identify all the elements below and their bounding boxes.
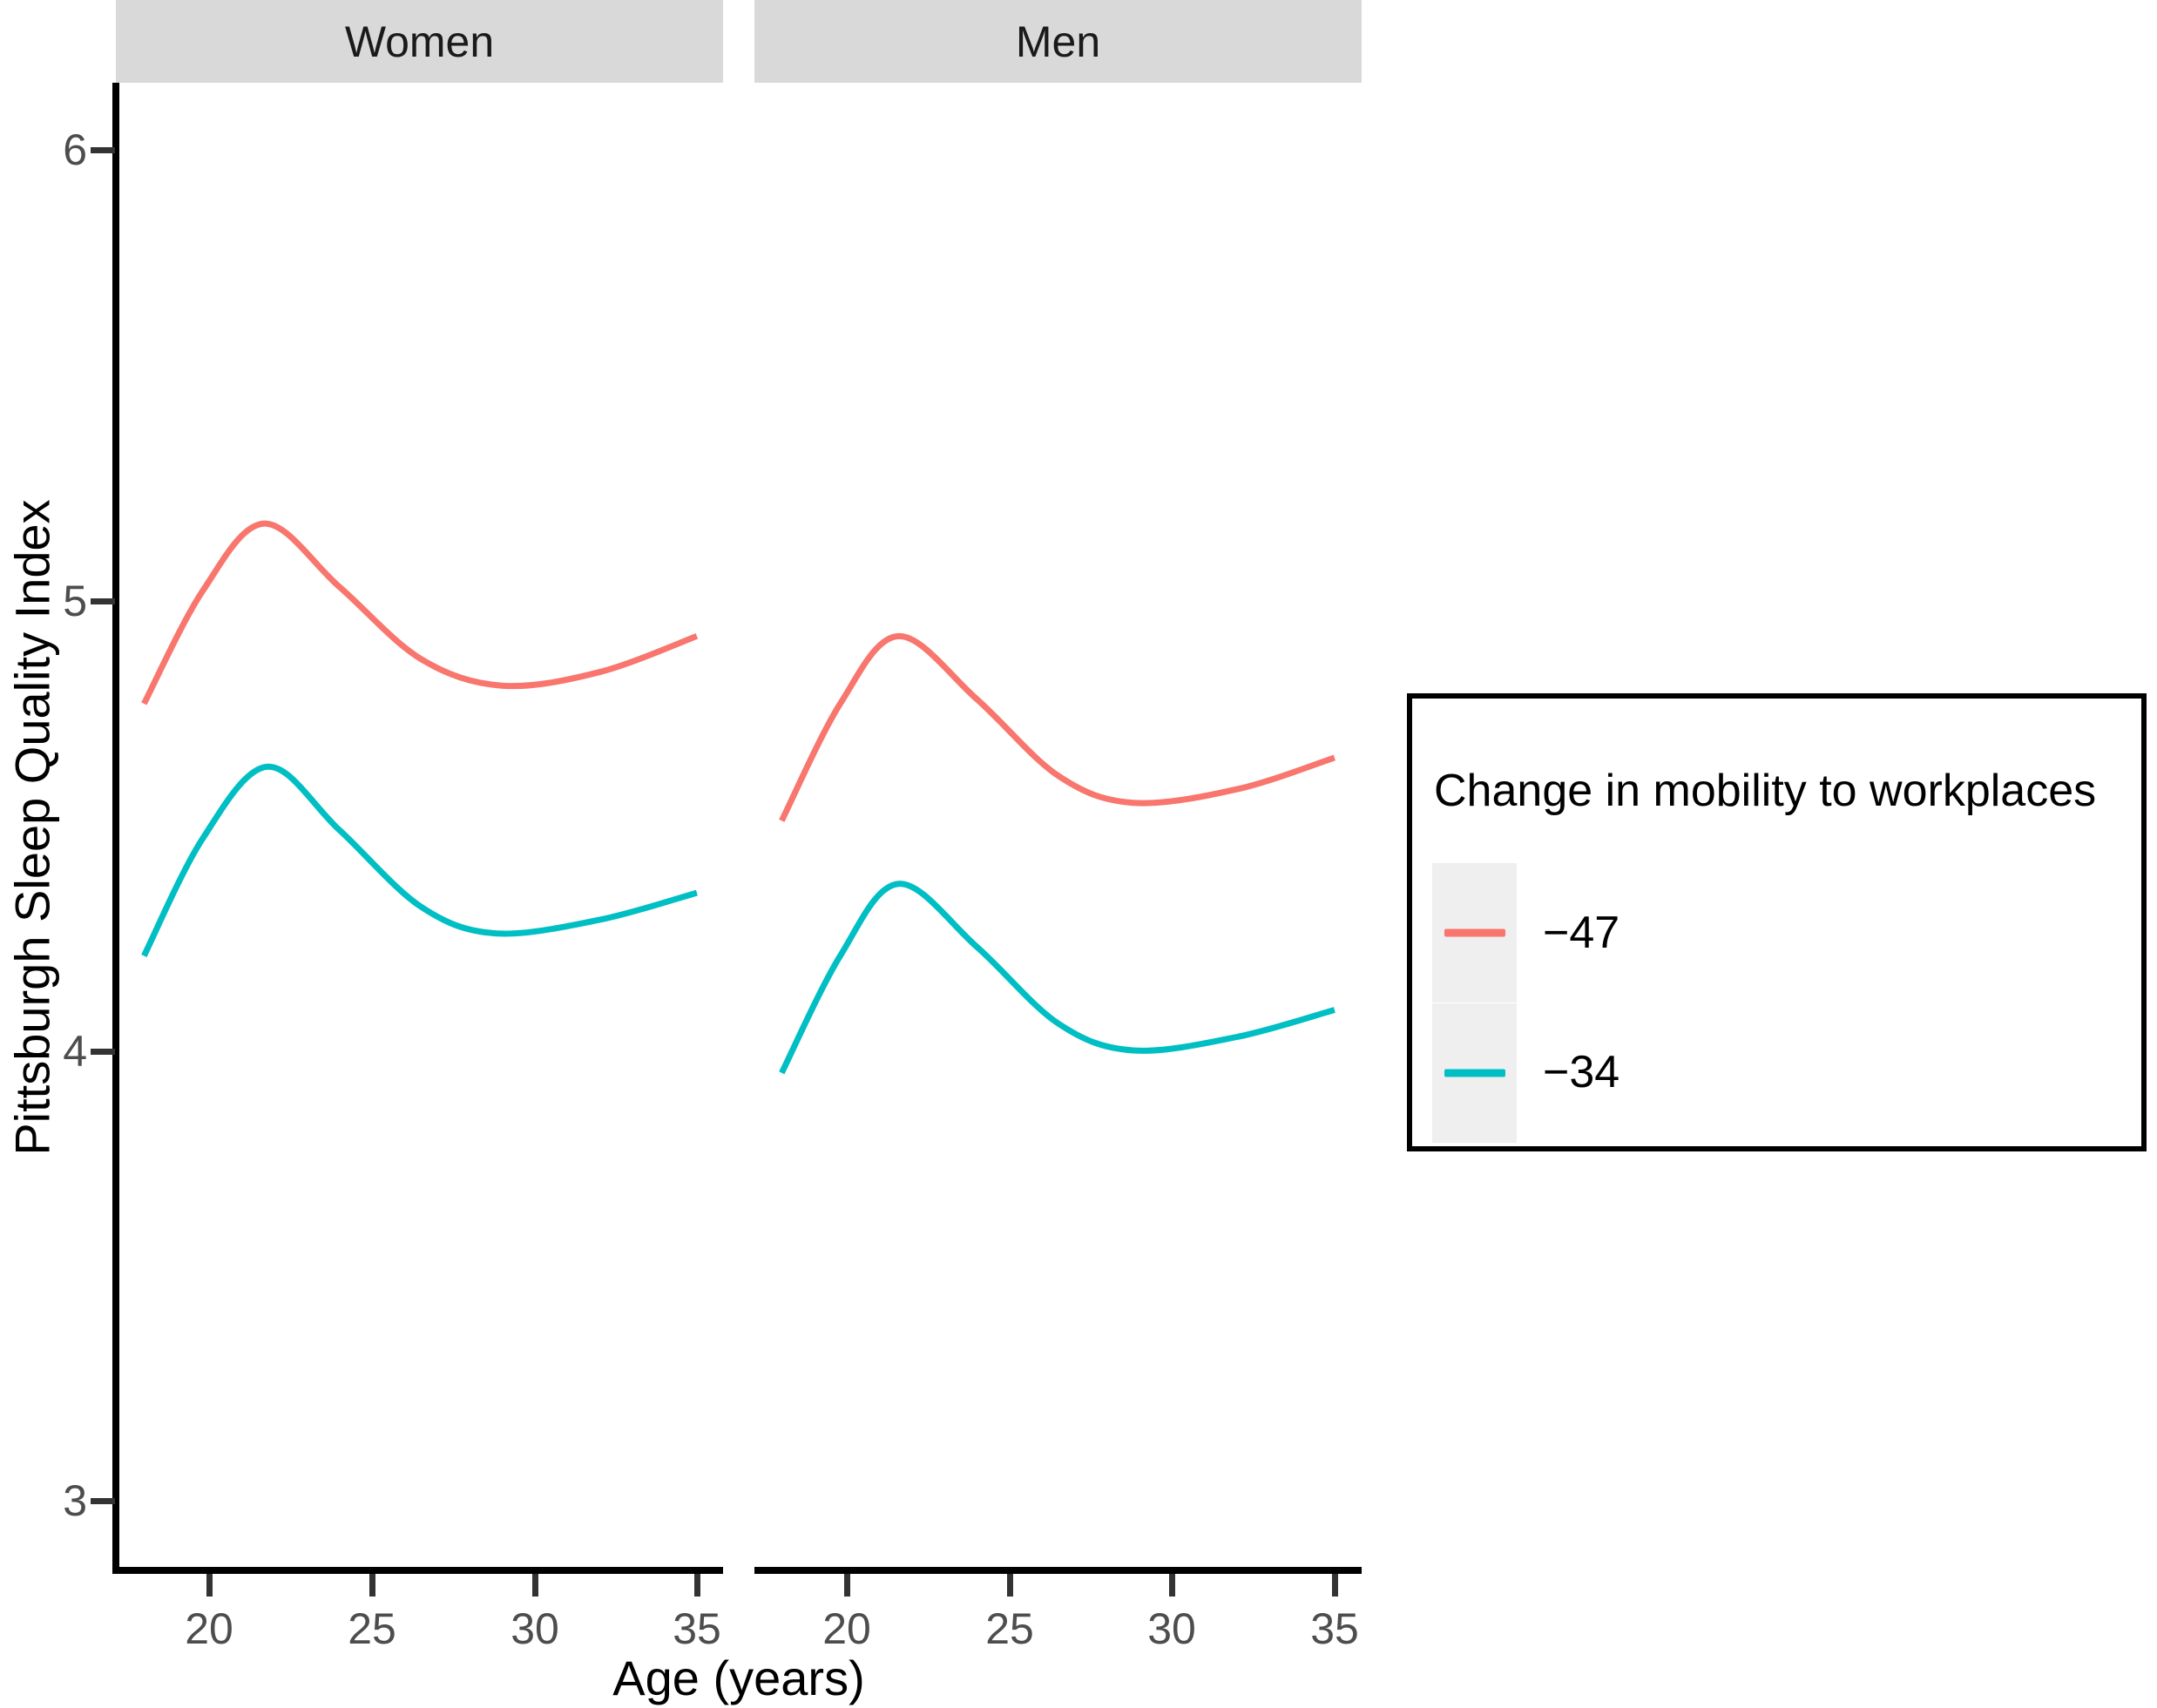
facet-strip-men-label: Men [1015, 17, 1101, 66]
facet-strip-women: Women [116, 0, 723, 83]
y-tick-mark-5 [91, 598, 115, 604]
y-axis-title: Pittsburgh Sleep Quality Index [4, 499, 60, 1156]
x-axis-line-men [754, 1567, 1362, 1574]
panel-men-curves [779, 632, 1335, 1075]
curve-red-men [779, 632, 1335, 822]
legend-title: Change in mobility to workplaces [1434, 766, 2097, 816]
legend-label-red: −47 [1543, 908, 1620, 958]
x-tick-label: 25 [348, 1604, 396, 1653]
x-axis-line-women [112, 1567, 723, 1574]
panel-women-curves [141, 520, 699, 957]
y-tick-label: 5 [63, 577, 87, 625]
legend-box: Change in mobility to workplaces −47 −34 [1407, 693, 2147, 1151]
legend-key-teal [1432, 1003, 1517, 1143]
x-tick-mark-men-35 [1332, 1574, 1338, 1597]
y-tick-mark-3 [91, 1498, 115, 1504]
x-tick-mark-men-20 [844, 1574, 850, 1597]
x-tick-label: 35 [1310, 1604, 1359, 1653]
legend-key-line-red [1444, 928, 1505, 937]
legend-key-red [1432, 863, 1517, 1003]
y-tick-label: 6 [63, 125, 87, 174]
y-axis-line [112, 83, 119, 1573]
facet-strip-women-label: Women [344, 17, 495, 66]
y-tick-label: 4 [63, 1027, 87, 1076]
y-tick-label: 3 [63, 1476, 87, 1525]
x-tick-mark-women-30 [532, 1574, 538, 1597]
x-tick-mark-men-25 [1007, 1574, 1013, 1597]
x-tick-label: 20 [822, 1604, 871, 1653]
facet-strip-men: Men [754, 0, 1362, 83]
curve-teal-men [779, 881, 1335, 1075]
legend-label-teal: −34 [1543, 1047, 1620, 1097]
x-tick-label: 30 [1147, 1604, 1196, 1653]
x-tick-label: 30 [511, 1604, 559, 1653]
legend-key-line-teal [1444, 1069, 1505, 1077]
curve-teal-women [141, 763, 698, 957]
x-axis-title: Age (years) [612, 1651, 865, 1705]
curve-red-women [141, 520, 699, 705]
x-tick-mark-women-35 [694, 1574, 700, 1597]
x-tick-label: 25 [985, 1604, 1034, 1653]
x-tick-label: 20 [185, 1604, 233, 1653]
x-tick-mark-men-30 [1169, 1574, 1175, 1597]
x-tick-mark-women-25 [369, 1574, 375, 1597]
x-tick-label: 35 [673, 1604, 721, 1653]
y-tick-mark-4 [91, 1049, 115, 1055]
x-tick-mark-women-20 [206, 1574, 213, 1597]
y-tick-mark-6 [91, 147, 115, 153]
